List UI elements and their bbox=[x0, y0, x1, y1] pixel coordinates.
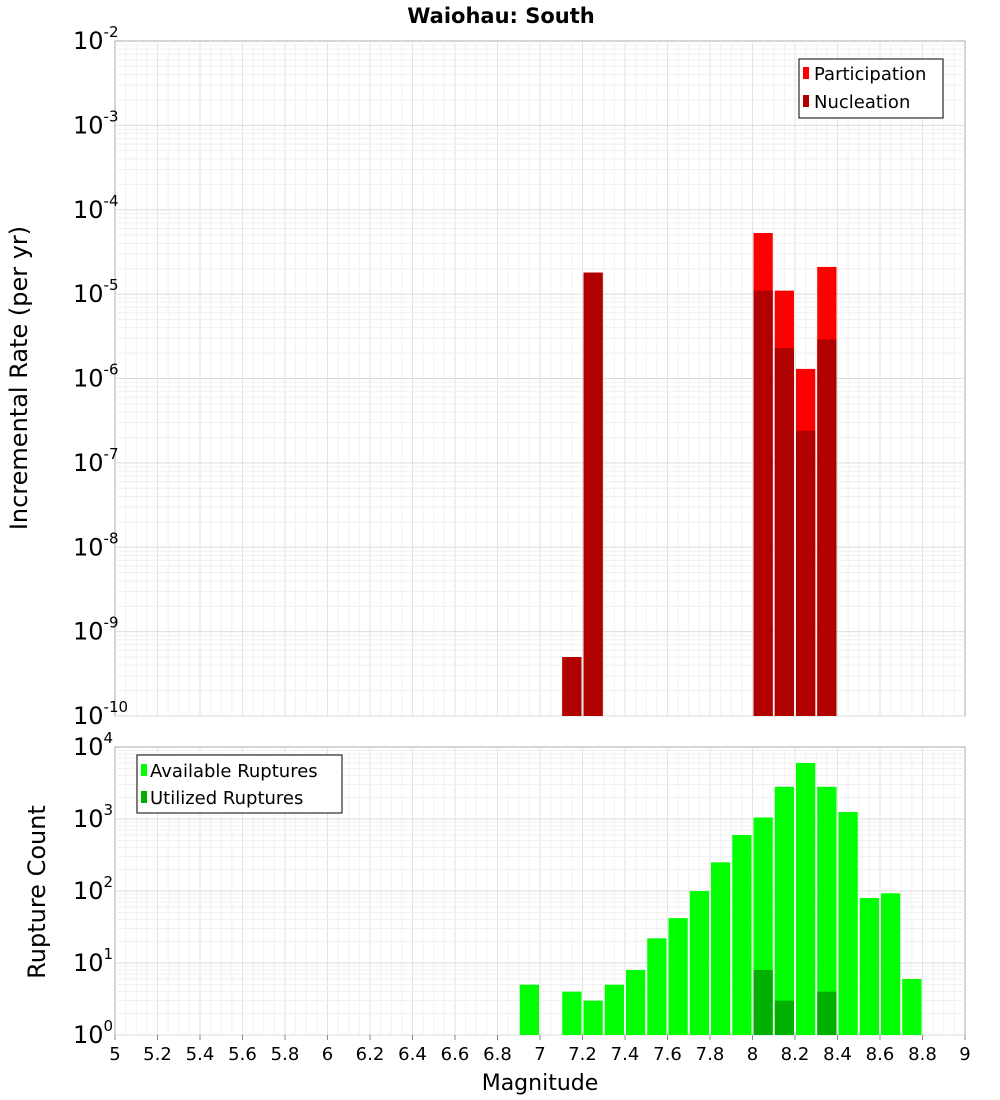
x-tick-label: 8.6 bbox=[866, 1044, 895, 1065]
top-gridlines bbox=[115, 41, 965, 717]
nucleation-legend-label: Nucleation bbox=[814, 92, 910, 113]
x-tick-label: 7.4 bbox=[611, 1044, 640, 1065]
available-ruptures-bar bbox=[796, 762, 816, 1035]
bottom-chart-panel: 100 101 102 103 104 5 5.2 5.4 5.6 5.8 6 6.2 6.4 6.6 6… bbox=[23, 729, 971, 1096]
bottom-y-axis-label: Rupture Count bbox=[23, 805, 51, 979]
nucleation-bar bbox=[774, 347, 794, 716]
y-tick-label: 10-3 bbox=[73, 107, 119, 139]
x-tick-label: 7 bbox=[534, 1044, 545, 1065]
x-tick-label: 7.6 bbox=[653, 1044, 682, 1065]
nucleation-bar bbox=[796, 430, 816, 716]
bottom-bars bbox=[519, 762, 922, 1035]
available-ruptures-bar bbox=[817, 786, 837, 1035]
x-tick-label: 6.2 bbox=[356, 1044, 385, 1065]
top-bars bbox=[562, 233, 837, 716]
available-ruptures-bar bbox=[711, 862, 731, 1035]
available-ruptures-bar bbox=[519, 984, 539, 1035]
nucleation-bar bbox=[817, 339, 837, 716]
x-ticks: 5 5.2 5.4 5.6 5.8 6 6.2 6.4 6.6 6.8 7 7.2 7.4 7.6 7.8 8… bbox=[109, 1035, 971, 1065]
y-tick-label: 10-9 bbox=[73, 614, 119, 646]
y-tick-label: 10-7 bbox=[73, 445, 119, 477]
x-axis-label: Magnitude bbox=[482, 1071, 599, 1096]
participation-legend-swatch bbox=[803, 67, 809, 79]
y-tick-label: 101 bbox=[73, 945, 113, 977]
available-ruptures-bar bbox=[562, 991, 582, 1035]
y-tick-label: 103 bbox=[73, 801, 113, 833]
participation-legend-label: Participation bbox=[814, 64, 926, 85]
x-tick-label: 8.8 bbox=[908, 1044, 937, 1065]
y-tick-label: 102 bbox=[73, 873, 113, 905]
bottom-legend-box bbox=[136, 754, 343, 814]
available-ruptures-bar bbox=[732, 834, 752, 1035]
utilized-ruptures-bar bbox=[817, 991, 837, 1035]
available-ruptures-bar bbox=[604, 984, 624, 1035]
nucleation-bar bbox=[562, 657, 582, 716]
top-legend: Participation Nucleation bbox=[798, 58, 944, 119]
available-legend-swatch bbox=[141, 764, 147, 776]
chart-title: Waiohau: South bbox=[407, 4, 594, 28]
top-legend-box bbox=[798, 58, 944, 119]
y-tick-label: 100 bbox=[73, 1017, 113, 1049]
x-tick-label: 8.4 bbox=[823, 1044, 852, 1065]
y-tick-label: 10-10 bbox=[73, 698, 128, 730]
utilized-ruptures-bar bbox=[753, 969, 773, 1035]
x-tick-label: 8 bbox=[747, 1044, 758, 1065]
x-tick-label: 5.4 bbox=[186, 1044, 215, 1065]
x-tick-label: 7.2 bbox=[568, 1044, 597, 1065]
x-tick-label: 8.2 bbox=[781, 1044, 810, 1065]
x-tick-label: 5.2 bbox=[143, 1044, 172, 1065]
bottom-legend: Available Ruptures Utilized Ruptures bbox=[136, 754, 343, 814]
x-tick-label: 5.6 bbox=[228, 1044, 257, 1065]
top-chart-panel: 10-10 10-9 10-8 10-7 10-6 10-5 10-4 10-3 10-2 In… bbox=[5, 23, 966, 730]
x-tick-label: 9 bbox=[959, 1044, 970, 1065]
nucleation-bar bbox=[583, 272, 603, 716]
available-ruptures-bar bbox=[859, 897, 879, 1035]
y-tick-label: 104 bbox=[73, 729, 113, 761]
available-legend-label: Available Ruptures bbox=[150, 761, 318, 782]
utilized-ruptures-bar bbox=[774, 1000, 794, 1035]
available-ruptures-bar bbox=[668, 918, 688, 1035]
available-ruptures-bar bbox=[583, 1000, 603, 1035]
available-ruptures-bar bbox=[881, 893, 901, 1035]
bottom-gridlines bbox=[115, 747, 965, 1036]
available-ruptures-bar bbox=[647, 938, 667, 1035]
y-tick-label: 10-2 bbox=[73, 23, 119, 55]
nucleation-bar bbox=[753, 290, 773, 716]
available-ruptures-bar bbox=[626, 969, 646, 1035]
nucleation-legend-swatch bbox=[803, 95, 809, 107]
x-tick-label: 5.8 bbox=[271, 1044, 300, 1065]
x-tick-label: 7.8 bbox=[696, 1044, 725, 1065]
x-tick-label: 6.4 bbox=[398, 1044, 427, 1065]
utilized-legend-swatch bbox=[141, 791, 147, 803]
x-tick-label: 6 bbox=[322, 1044, 333, 1065]
y-tick-label: 10-8 bbox=[73, 529, 119, 561]
utilized-legend-label: Utilized Ruptures bbox=[150, 788, 303, 809]
top-y-axis-label: Incremental Rate (per yr) bbox=[5, 226, 33, 530]
available-ruptures-bar bbox=[774, 786, 794, 1035]
x-tick-label: 5 bbox=[109, 1044, 120, 1065]
available-ruptures-bar bbox=[838, 812, 858, 1035]
x-tick-label: 6.6 bbox=[441, 1044, 470, 1065]
y-tick-label: 10-4 bbox=[73, 192, 119, 224]
bottom-y-ticks: 100 101 102 103 104 bbox=[73, 729, 113, 1049]
y-tick-label: 10-6 bbox=[73, 361, 119, 393]
available-ruptures-bar bbox=[689, 891, 709, 1035]
x-tick-label: 6.8 bbox=[483, 1044, 512, 1065]
y-tick-label: 10-5 bbox=[73, 276, 119, 308]
available-ruptures-bar bbox=[902, 978, 922, 1035]
top-y-ticks: 10-10 10-9 10-8 10-7 10-6 10-5 10-4 10-3 10-2 bbox=[73, 23, 128, 730]
